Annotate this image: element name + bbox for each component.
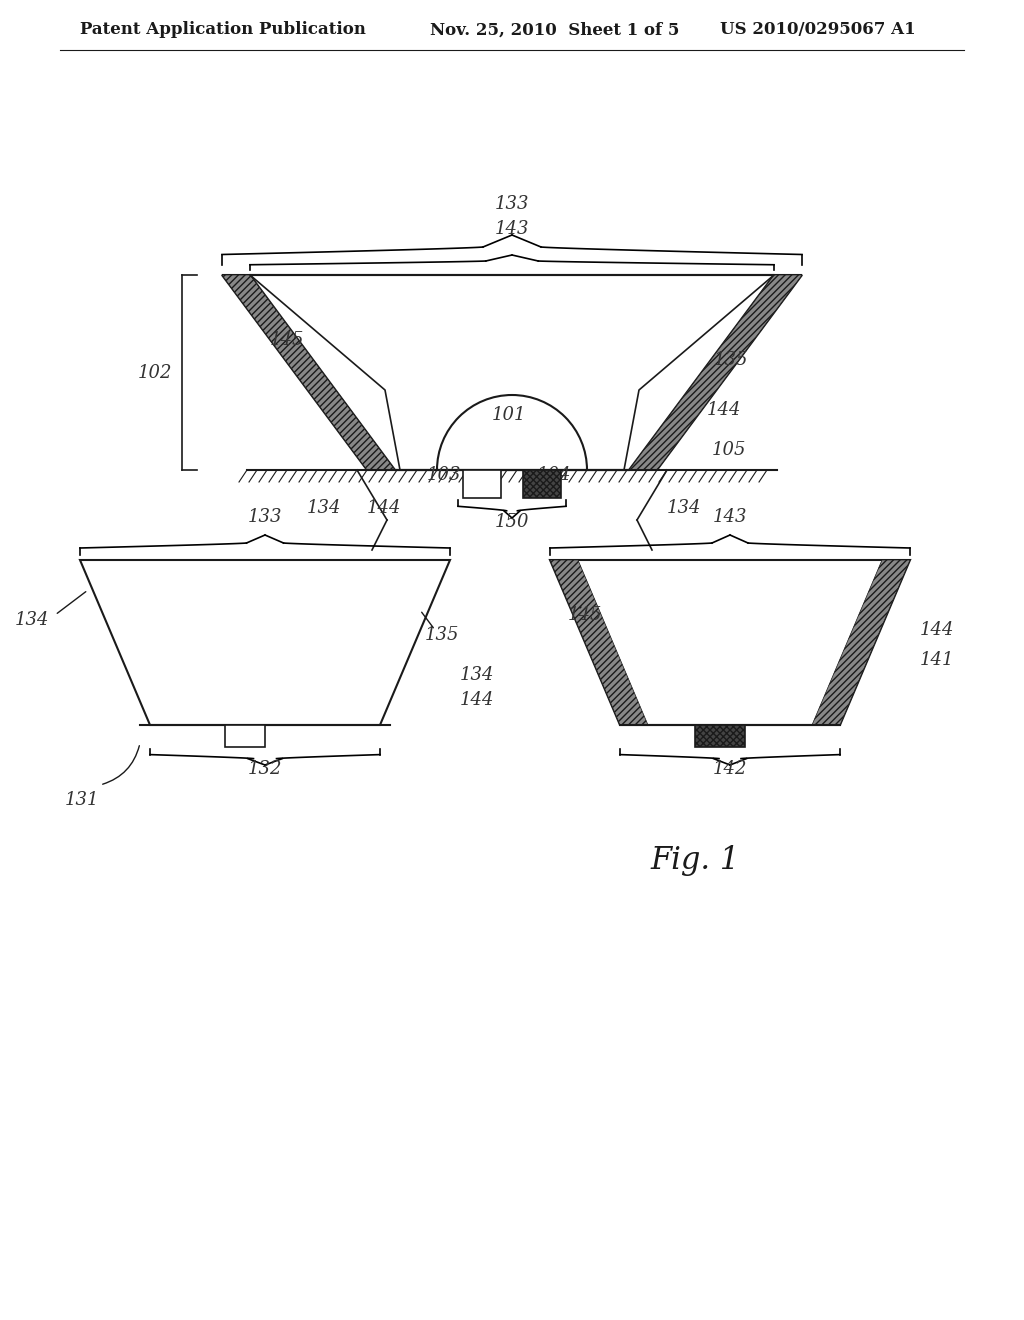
Text: 150: 150: [495, 513, 529, 531]
Polygon shape: [629, 275, 802, 470]
Text: US 2010/0295067 A1: US 2010/0295067 A1: [720, 21, 915, 38]
Text: 145: 145: [568, 606, 602, 624]
Text: 104: 104: [537, 466, 571, 484]
Bar: [225, 725, 265, 747]
Text: 133: 133: [248, 508, 283, 525]
Text: 143: 143: [713, 508, 748, 525]
Polygon shape: [550, 560, 648, 725]
Text: 134: 134: [460, 667, 495, 684]
Text: 135: 135: [425, 626, 460, 644]
Text: 142: 142: [713, 760, 748, 777]
Text: 134: 134: [15, 611, 49, 630]
Text: 132: 132: [248, 760, 283, 777]
Bar: [523, 470, 561, 498]
Polygon shape: [222, 275, 395, 470]
Text: 135: 135: [714, 351, 749, 370]
Text: Patent Application Publication: Patent Application Publication: [80, 21, 366, 38]
Bar: [695, 725, 745, 747]
Text: 141: 141: [920, 651, 954, 669]
Text: 144: 144: [707, 401, 741, 418]
Text: 102: 102: [137, 363, 172, 381]
Text: 105: 105: [712, 441, 746, 459]
Text: 134: 134: [307, 499, 341, 517]
Text: 144: 144: [920, 620, 954, 639]
Text: 131: 131: [65, 791, 99, 809]
Text: 143: 143: [495, 220, 529, 238]
Text: 101: 101: [492, 407, 526, 424]
Text: Nov. 25, 2010  Sheet 1 of 5: Nov. 25, 2010 Sheet 1 of 5: [430, 21, 679, 38]
Text: 145: 145: [270, 331, 304, 348]
Bar: [463, 470, 501, 498]
Polygon shape: [812, 560, 910, 725]
Text: Fig. 1: Fig. 1: [650, 845, 739, 875]
Text: 133: 133: [495, 195, 529, 213]
Text: 103: 103: [427, 466, 462, 484]
Text: 144: 144: [367, 499, 401, 517]
Text: 134: 134: [667, 499, 701, 517]
Text: 144: 144: [460, 690, 495, 709]
